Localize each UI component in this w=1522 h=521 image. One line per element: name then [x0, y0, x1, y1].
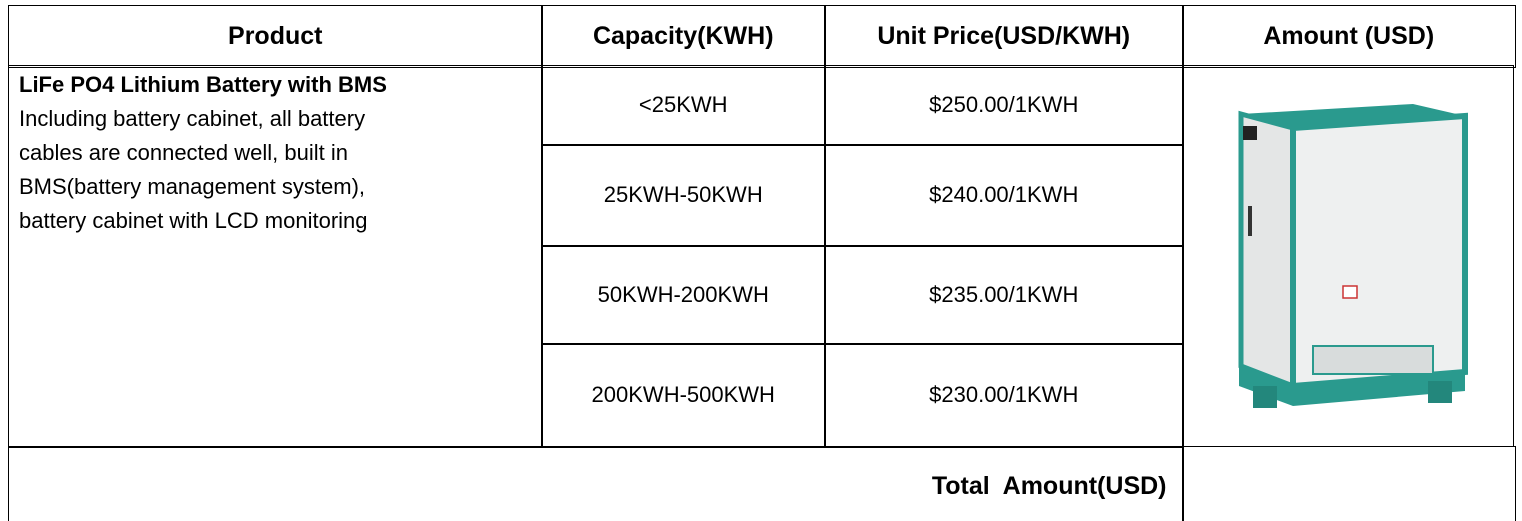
- image-cell: [1182, 65, 1514, 447]
- price-cell: $250.00/1KWH: [824, 65, 1184, 146]
- price-cell: $230.00/1KWH: [824, 343, 1184, 448]
- product-name: LiFe PO4 Lithium Battery with BMS: [19, 68, 387, 102]
- product-description: cables are connected well, built in: [19, 136, 348, 170]
- header-cell: Capacity(KWH): [541, 5, 826, 68]
- capacity-cell: <25KWH: [541, 65, 826, 146]
- product-description: battery cabinet with LCD monitoring: [19, 204, 368, 238]
- battery-cabinet-image: [1213, 86, 1483, 426]
- total-amount-cell: [1182, 446, 1516, 521]
- capacity-cell: 200KWH-500KWH: [541, 343, 826, 448]
- capacity-cell: 50KWH-200KWH: [541, 245, 826, 345]
- header-cell: Amount (USD): [1182, 5, 1516, 68]
- price-cell: $240.00/1KWH: [824, 144, 1184, 247]
- header-cell: Product: [8, 5, 543, 68]
- product-description: BMS(battery management system),: [19, 170, 365, 204]
- price-table: ProductCapacity(KWH)Unit Price(USD/KWH)A…: [0, 0, 1522, 521]
- price-cell: $235.00/1KWH: [824, 245, 1184, 345]
- header-cell: Unit Price(USD/KWH): [824, 5, 1184, 68]
- total-label: Total Amount(USD): [8, 446, 1184, 521]
- capacity-cell: 25KWH-50KWH: [541, 144, 826, 247]
- product-description: Including battery cabinet, all battery: [19, 102, 365, 136]
